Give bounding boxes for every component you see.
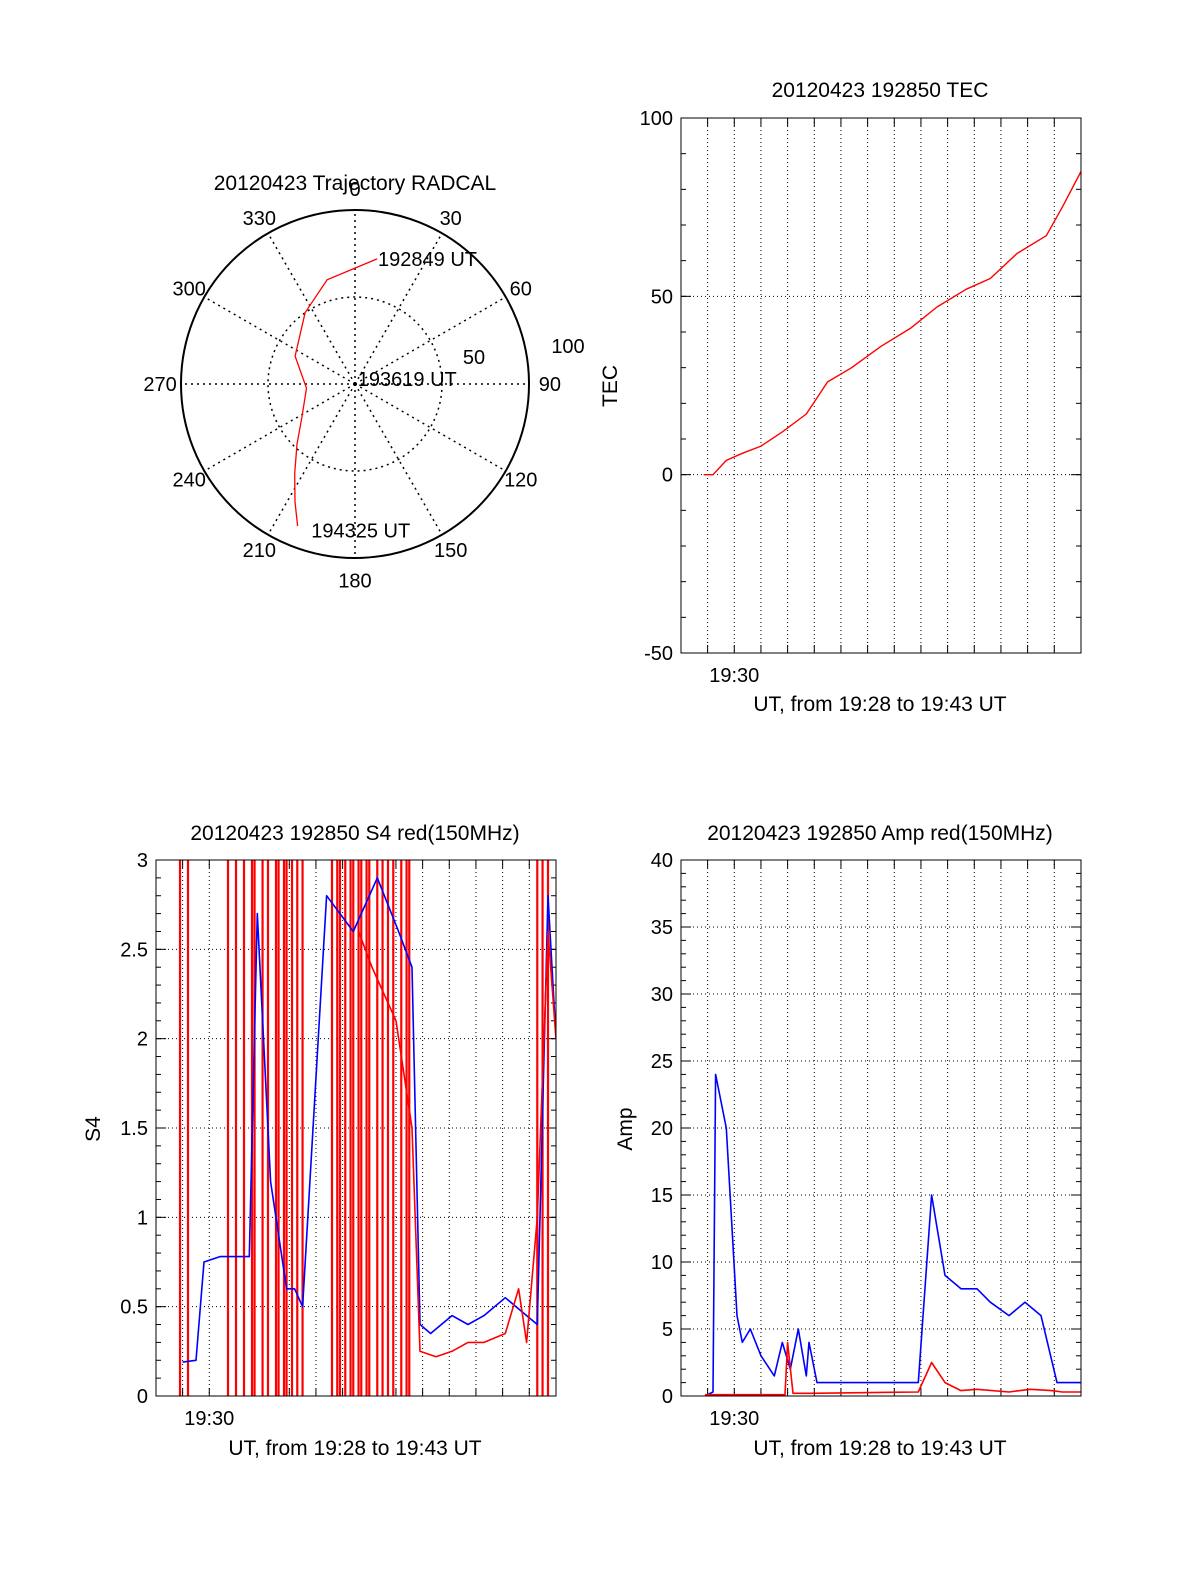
polar-angle-label: 0 [349,179,360,201]
amp-xlabel: UT, from 19:28 to 19:43 UT [753,1437,1006,1460]
amp-title: 20120423 192850 Amp red(150MHz) [707,822,1053,845]
polar-angle-label: 330 [243,208,276,230]
amp-ylabel: Amp [614,1107,637,1150]
polar-angle-label: 270 [143,374,176,396]
polar-spoke [354,383,443,536]
polar-spoke [267,232,356,385]
amp-panel: 20120423 192850 Amp red(150MHz) UT, from… [614,822,1082,1460]
amp-ytick-label: 5 [662,1319,673,1341]
polar-trajectory [294,258,378,527]
amp-ytick-label: 10 [651,1252,673,1274]
polar-spoke [203,296,356,385]
tec-panel: 20120423 192850 TEC UT, from 19:28 to 19… [599,79,1082,716]
s4-title: 20120423 192850 S4 red(150MHz) [190,822,519,845]
tec-series-line [703,171,1081,476]
polar-annotations: 192849 UT 193619 UT 194325 UT [311,249,477,543]
s4-data [178,860,556,1396]
amp-frame [680,859,1082,1397]
polar-annotation: 193619 UT [358,369,457,391]
polar-title: 20120423 Trajectory RADCAL [214,172,497,195]
tec-grid [681,117,1081,654]
tec-ytick-label: 100 [640,108,673,130]
polar-radial-label: 50 [463,347,485,369]
s4-ytick-label: 0.5 [120,1297,148,1319]
polar-outer-ring [180,209,530,559]
s4-ytick-label: 1 [137,1207,148,1229]
amp-grid [681,859,1081,1397]
tec-ytick-label: 50 [651,286,673,308]
polar-angle-label: 210 [243,540,276,562]
polar-angle-labels: 0 30 60 90 120 150 180 210 240 270 300 330 [143,179,561,593]
tec-ylabel: TEC [599,365,622,407]
polar-ring-50 [267,296,443,472]
polar-angle-label: 180 [338,571,371,593]
s4-ytick-label: 2 [137,1029,148,1051]
trajectory-polar-plot: 20120423 Trajectory RADCAL 0 30 60 90 120 150… [143,172,584,593]
polar-grid [180,209,530,559]
polar-angle-label: 60 [510,278,532,300]
polar-spoke [203,383,356,472]
tec-xlabel: UT, from 19:28 to 19:43 UT [753,693,1006,716]
amp-ytick-label: 35 [651,917,673,939]
polar-spoke [267,383,356,536]
s4-xlabel: UT, from 19:28 to 19:43 UT [228,1437,481,1460]
amp-ytick-label: 15 [651,1185,673,1207]
amp-ytick-label: 25 [651,1051,673,1073]
amp-series-line [705,1341,1081,1396]
polar-angle-label: 150 [434,540,467,562]
polar-annotation: 192849 UT [378,249,477,271]
s4-frame [155,859,557,1397]
amp-ytick-label: 0 [662,1386,673,1408]
tec-ytick-label: -50 [644,643,673,665]
polar-angle-label: 120 [504,470,537,492]
s4-series-line [357,930,556,1358]
polar-angle-label: 300 [173,278,206,300]
tec-xtick-label: 19:30 [709,665,759,687]
amp-ytick-label: 30 [651,984,673,1006]
tec-title: 20120423 192850 TEC [772,79,989,102]
polar-angle-label: 30 [440,208,462,230]
polar-spoke [354,296,507,385]
tec-frame [680,117,1082,654]
amp-series-line [704,1073,1081,1396]
polar-annotation: 194325 UT [311,520,410,542]
s4-ytick-label: 2.5 [120,939,148,961]
amp-xtick-label: 19:30 [709,1408,759,1430]
s4-xtick-label: 19:30 [184,1408,234,1430]
s4-series-line [182,877,556,1363]
polar-trajectory-line [294,258,378,527]
s4-ytick-label: 3 [137,850,148,872]
s4-ytick-label: 1.5 [120,1118,148,1140]
polar-spoke [354,383,507,472]
s4-ytick-label: 0 [137,1386,148,1408]
tec-ytick-label: 0 [662,465,673,487]
amp-ytick-label: 20 [651,1118,673,1140]
polar-angle-label: 90 [539,374,561,396]
tec-data [703,171,1081,476]
polar-radial-label: 100 [551,336,584,358]
polar-spoke [354,232,443,385]
polar-angle-label: 240 [173,470,206,492]
amp-ytick-label: 40 [651,850,673,872]
amp-data [704,1073,1081,1396]
polar-radial-labels: 50 100 [463,336,585,369]
s4-ylabel: S4 [82,1116,105,1142]
s4-panel: 20120423 192850 S4 red(150MHz) UT, from … [82,822,557,1460]
